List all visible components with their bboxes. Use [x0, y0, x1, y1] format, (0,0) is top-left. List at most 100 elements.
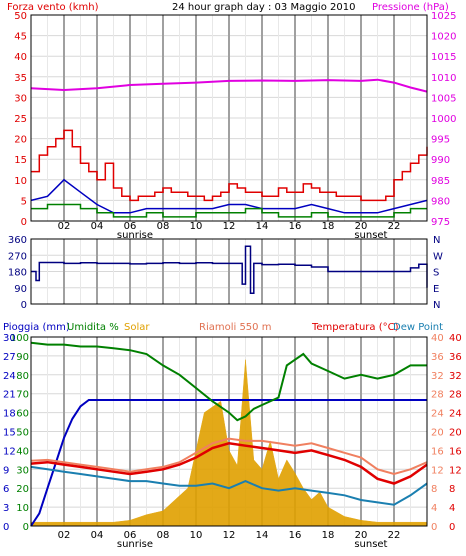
- pressure-axis-title: Pressione (hPa): [372, 2, 449, 13]
- temp-y-tick-label: 40: [449, 333, 462, 344]
- x-tick-label: 14: [256, 530, 269, 541]
- compass-label: N: [433, 235, 440, 246]
- rain-y-tick-label: 12: [3, 446, 16, 457]
- x-tick-label: 18: [322, 530, 335, 541]
- pressure-y-tick-label: 975: [431, 217, 450, 228]
- x-tick-label: 08: [157, 530, 170, 541]
- pressure-y-tick-label: 980: [431, 196, 450, 207]
- x-marker-label: sunset: [354, 539, 387, 550]
- x-tick-label: 22: [388, 530, 401, 541]
- series-riamoli-550-m: [30, 437, 428, 476]
- rain-y-tick-label: 21: [3, 390, 16, 401]
- rain-legend: Pioggia (mm): [3, 322, 70, 333]
- pressure-y-tick-label: 1015: [431, 52, 456, 63]
- wind-y-tick-label: 20: [14, 135, 27, 146]
- riamoli-y-tick-label: 28: [431, 390, 444, 401]
- x-tick-label: 16: [289, 221, 302, 232]
- pressure-y-tick-label: 1000: [431, 114, 456, 125]
- humidity-y-tick-label: 50: [16, 428, 29, 439]
- series-direction: [31, 245, 428, 294]
- direction-y-tick-label: 0: [21, 300, 27, 311]
- temp-y-tick-label: 20: [449, 428, 462, 439]
- pressure-y-tick-label: 1005: [431, 93, 456, 104]
- rain-y-tick-label: 0: [3, 522, 9, 533]
- temp-y-tick-label: 8: [449, 484, 455, 495]
- riamoli-y-tick-label: 8: [431, 484, 437, 495]
- pressure-y-tick-label: 985: [431, 176, 450, 187]
- humidity-y-tick-label: 30: [16, 465, 29, 476]
- x-tick-label: 18: [322, 221, 335, 232]
- x-tick-label: 12: [223, 221, 236, 232]
- riamoli-legend: Riamoli 550 m: [199, 322, 271, 333]
- compass-label: W: [433, 251, 443, 262]
- direction-y-tick-label: 360: [8, 235, 27, 246]
- rain-y-tick-label: 18: [3, 409, 16, 420]
- riamoli-y-tick-label: 32: [431, 371, 444, 382]
- wind-y-tick-label: 5: [21, 196, 27, 207]
- pressure-y-tick-label: 1025: [431, 11, 456, 22]
- humidity-y-tick-label: 90: [16, 352, 29, 363]
- direction-y-tick-label: 270: [8, 251, 27, 262]
- x-tick-label: 02: [58, 221, 71, 232]
- pressure-y-tick-label: 1020: [431, 32, 456, 43]
- wind-y-tick-label: 25: [14, 114, 27, 125]
- plot-frame: [30, 14, 428, 222]
- x-tick-label: 08: [157, 221, 170, 232]
- wind-y-tick-label: 0: [21, 217, 27, 228]
- plot-frame: [30, 336, 428, 527]
- riamoli-y-tick-label: 40: [431, 333, 444, 344]
- pressure-y-tick-label: 1010: [431, 73, 456, 84]
- series-pioggia-mm-: [30, 399, 427, 527]
- temp-y-tick-label: 24: [449, 409, 462, 420]
- pressure-y-tick-label: 995: [431, 135, 450, 146]
- x-tick-label: 06: [124, 221, 137, 232]
- temp-y-tick-label: 28: [449, 390, 462, 401]
- compass-label: N: [433, 300, 440, 311]
- direction-y-tick-label: 90: [14, 284, 27, 295]
- x-marker-label: sunset: [354, 230, 387, 241]
- x-tick-label: 22: [388, 221, 401, 232]
- plot-frame: [30, 238, 428, 305]
- wind-y-tick-label: 15: [14, 155, 27, 166]
- x-tick-label: 16: [289, 530, 302, 541]
- wind-axis-title: Forza vento (kmh): [7, 2, 99, 13]
- x-tick-label: 10: [190, 530, 203, 541]
- x-marker-label: sunrise: [117, 230, 153, 241]
- humidity-y-tick-label: 70: [16, 390, 29, 401]
- series-solar: [30, 359, 428, 527]
- series-pressione-hpa-: [30, 78, 428, 93]
- riamoli-y-tick-label: 4: [431, 503, 437, 514]
- riamoli-y-tick-label: 20: [431, 428, 444, 439]
- series-umidita-: [30, 341, 427, 422]
- rain-y-tick-label: 24: [3, 371, 16, 382]
- rain-y-tick-label: 9: [3, 465, 9, 476]
- humidity-legend: Umidita %: [67, 322, 119, 333]
- x-tick-label: 12: [223, 530, 236, 541]
- humidity-y-tick-label: 100: [10, 333, 29, 344]
- rain-y-tick-label: 30: [3, 333, 16, 344]
- humidity-y-tick-label: 10: [16, 503, 29, 514]
- humidity-y-tick-label: 0: [23, 522, 29, 533]
- temp-y-tick-label: 4: [449, 503, 455, 514]
- temp-y-tick-label: 0: [449, 522, 455, 533]
- compass-label: E: [433, 284, 439, 295]
- x-tick-label: 14: [256, 221, 269, 232]
- wind-y-tick-label: 50: [14, 11, 27, 22]
- x-tick-label: 02: [58, 530, 71, 541]
- rain-y-tick-label: 3: [3, 503, 9, 514]
- humidity-y-tick-label: 60: [16, 409, 29, 420]
- riamoli-y-tick-label: 12: [431, 465, 444, 476]
- x-tick-label: 10: [190, 221, 203, 232]
- riamoli-y-tick-label: 36: [431, 352, 444, 363]
- pressure-y-tick-label: 990: [431, 155, 450, 166]
- wind-y-tick-label: 35: [14, 73, 27, 84]
- x-tick-label: 20: [355, 221, 368, 232]
- riamoli-y-tick-label: 16: [431, 446, 444, 457]
- x-tick-label: 20: [355, 530, 368, 541]
- wind-y-tick-label: 30: [14, 93, 27, 104]
- temp-y-tick-label: 36: [449, 352, 462, 363]
- riamoli-y-tick-label: 24: [431, 409, 444, 420]
- series-dew-point: [30, 465, 428, 506]
- direction-y-tick-label: 180: [8, 268, 27, 279]
